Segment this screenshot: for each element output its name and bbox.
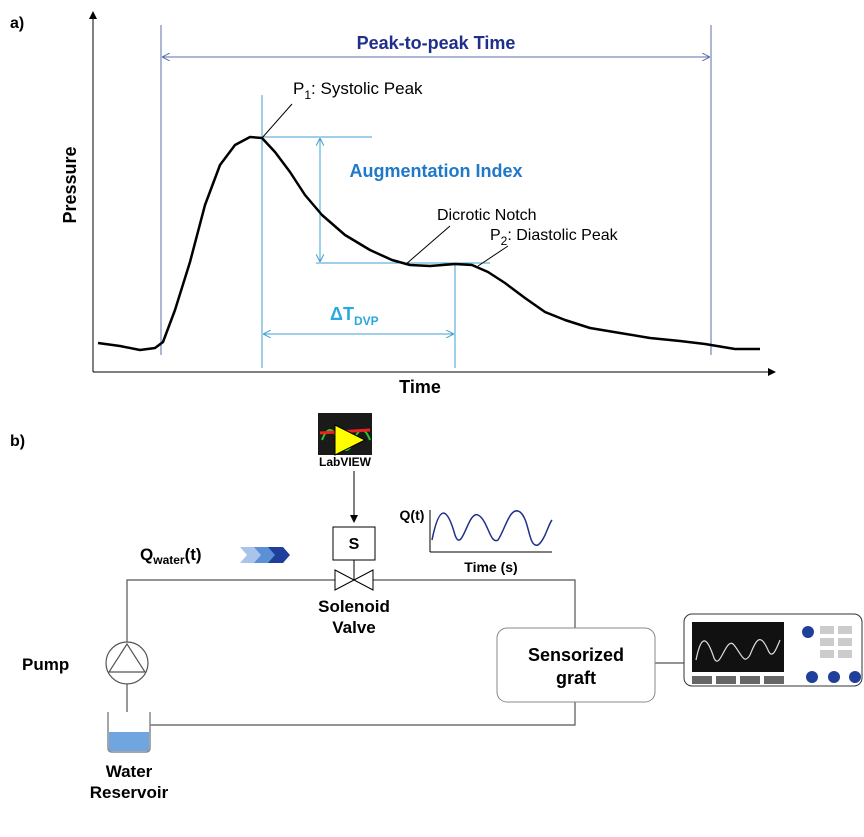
pump-label: Pump <box>22 655 69 674</box>
pointer <box>262 104 292 138</box>
signal-wave <box>432 511 552 545</box>
panel-a: a) Peak-to-peak Time P1: Systolic Peak A… <box>10 12 775 397</box>
solenoid-symbol: S <box>349 536 360 553</box>
signal-label: Q(t) <box>400 507 425 523</box>
axis-label: Pressure <box>60 146 80 223</box>
pump <box>106 642 148 684</box>
pointer <box>405 226 450 265</box>
annotation: Augmentation Index <box>349 161 522 181</box>
signal-axis-label: Time (s) <box>464 559 517 575</box>
annotation: P1: Systolic Peak <box>293 79 423 102</box>
software-label: LabVIEW <box>319 455 372 469</box>
monitor <box>684 614 862 686</box>
annotation: ΔTDVP <box>330 304 379 328</box>
panel-label: b) <box>10 433 25 450</box>
figure: a) Peak-to-peak Time P1: Systolic Peak A… <box>0 0 864 832</box>
flow-label: Qwater(t) <box>140 545 202 567</box>
annotation: Peak-to-peak Time <box>357 33 516 53</box>
water <box>109 732 149 751</box>
annotation: P2: Diastolic Peak <box>490 227 619 248</box>
annotation: Dicrotic Notch <box>437 207 537 224</box>
axis-label: Time <box>399 377 441 397</box>
pointer <box>478 246 508 266</box>
panel-label: a) <box>10 15 24 32</box>
graft-box <box>497 628 655 702</box>
flow-chevrons <box>240 547 290 563</box>
